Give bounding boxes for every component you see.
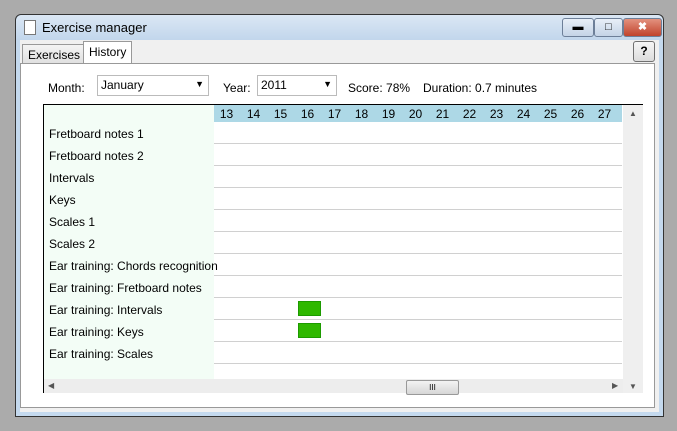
year-select[interactable]: 2011 ▼ bbox=[257, 75, 337, 96]
month-value: January bbox=[101, 78, 144, 92]
exercise-label: Scales 1 bbox=[49, 215, 96, 229]
month-select[interactable]: January ▼ bbox=[97, 75, 209, 96]
close-button[interactable]: ✖ bbox=[623, 18, 662, 37]
row-divider bbox=[214, 275, 622, 276]
session-block[interactable] bbox=[298, 323, 321, 338]
scrollbar-thumb[interactable]: III bbox=[406, 380, 459, 395]
day-header-cell: 19 bbox=[381, 107, 396, 121]
scroll-up-icon[interactable]: ▲ bbox=[629, 109, 637, 118]
exercise-label: Ear training: Chords recognition bbox=[49, 259, 218, 273]
day-header-cell: 22 bbox=[462, 107, 477, 121]
exercise-row: Keys bbox=[44, 188, 622, 210]
day-header-cell: 16 bbox=[300, 107, 315, 121]
year-label: Year: bbox=[223, 81, 251, 95]
exercise-label: Ear training: Scales bbox=[49, 347, 154, 361]
day-header-cell: 13 bbox=[219, 107, 234, 121]
exercise-label: Fretboard notes 2 bbox=[49, 149, 144, 163]
scroll-left-icon[interactable]: ◀ bbox=[48, 381, 55, 390]
day-header-cell: 27 bbox=[597, 107, 612, 121]
tab-exercises[interactable]: Exercises bbox=[22, 44, 87, 67]
scroll-right-icon[interactable]: ▶ bbox=[612, 381, 619, 390]
chevron-down-icon: ▼ bbox=[323, 79, 332, 89]
day-header-cell: 15 bbox=[273, 107, 288, 121]
row-divider bbox=[214, 231, 622, 232]
minimize-button[interactable]: ▬ bbox=[562, 18, 594, 37]
exercise-label: Intervals bbox=[49, 171, 95, 185]
day-header-cell: 14 bbox=[246, 107, 261, 121]
title-bar[interactable]: Exercise manager ▬ □ ✖ bbox=[16, 15, 663, 40]
row-divider bbox=[214, 363, 622, 364]
row-divider bbox=[214, 319, 622, 320]
exercise-row: Ear training: Fretboard notes bbox=[44, 276, 622, 298]
year-value: 2011 bbox=[261, 78, 287, 92]
day-header-cell: 23 bbox=[489, 107, 504, 121]
exercise-row: Ear training: Chords recognition bbox=[44, 254, 622, 276]
exercise-label: Ear training: Intervals bbox=[49, 303, 163, 317]
exercise-label: Ear training: Keys bbox=[49, 325, 144, 339]
exercise-row: Scales 2 bbox=[44, 232, 622, 254]
horizontal-scrollbar[interactable]: ◀ III ▶ bbox=[44, 379, 623, 395]
day-header-cell: 18 bbox=[354, 107, 369, 121]
exercise-row: Fretboard notes 1 bbox=[44, 122, 622, 144]
day-header-cell: 17 bbox=[327, 107, 342, 121]
month-label: Month: bbox=[48, 81, 85, 95]
row-divider bbox=[214, 187, 622, 188]
vertical-scrollbar[interactable]: ▲ ▼ bbox=[623, 105, 643, 393]
help-button[interactable]: ? bbox=[633, 41, 655, 62]
row-divider bbox=[214, 297, 622, 298]
day-header-cell: 20 bbox=[408, 107, 423, 121]
session-block[interactable] bbox=[298, 301, 321, 316]
exercise-label: Keys bbox=[49, 193, 76, 207]
maximize-button[interactable]: □ bbox=[594, 18, 623, 37]
row-divider bbox=[214, 341, 622, 342]
day-header: 13 14 15 16 17 18 19 20 21 22 23 24 25 26 27 bbox=[214, 105, 622, 122]
exercise-label: Fretboard notes 1 bbox=[49, 127, 144, 141]
document-icon bbox=[24, 20, 36, 35]
exercise-row: Ear training: Scales bbox=[44, 342, 622, 364]
scroll-down-icon[interactable]: ▼ bbox=[629, 382, 637, 391]
exercise-row: Intervals bbox=[44, 166, 622, 188]
chevron-down-icon: ▼ bbox=[195, 79, 204, 89]
exercise-row: Ear training: Keys bbox=[44, 320, 622, 342]
day-header-cell: 21 bbox=[435, 107, 450, 121]
day-header-cell: 24 bbox=[516, 107, 531, 121]
row-divider bbox=[214, 209, 622, 210]
window-title: Exercise manager bbox=[42, 20, 147, 35]
row-divider bbox=[214, 143, 622, 144]
exercise-row: Fretboard notes 2 bbox=[44, 144, 622, 166]
duration-text: Duration: 0.7 minutes bbox=[423, 81, 538, 95]
day-header-cell: 26 bbox=[570, 107, 585, 121]
history-grid: 13 14 15 16 17 18 19 20 21 22 23 24 25 26 27 Fretboard… bbox=[43, 104, 643, 395]
row-divider bbox=[214, 253, 622, 254]
score-text: Score: 78% bbox=[348, 81, 411, 95]
exercise-label-column bbox=[44, 105, 214, 379]
exercise-row: Scales 1 bbox=[44, 210, 622, 232]
exercise-row: Ear training: Intervals bbox=[44, 298, 622, 320]
exercise-label: Scales 2 bbox=[49, 237, 96, 251]
exercise-label: Ear training: Fretboard notes bbox=[49, 281, 202, 295]
row-divider bbox=[214, 165, 622, 166]
day-header-cell: 25 bbox=[543, 107, 558, 121]
